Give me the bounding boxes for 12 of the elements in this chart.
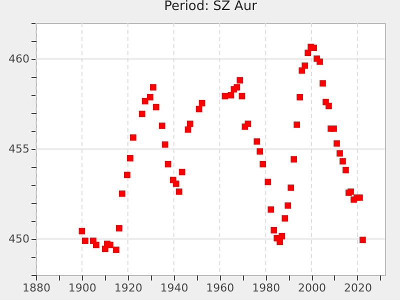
x-tick-label: 1920: [114, 282, 142, 294]
x-tick-label: 1960: [206, 282, 234, 294]
x-tick-label: 1880: [22, 282, 50, 294]
x-tick-label: 2000: [298, 282, 326, 294]
y-tick-label: 450: [8, 232, 30, 246]
y-tick-label: 455: [8, 142, 30, 156]
x-tick-label: 1980: [252, 282, 280, 294]
y-tick-label: 460: [8, 52, 30, 66]
x-tick-label: 2020: [344, 282, 372, 294]
x-tick-label: 1900: [68, 282, 96, 294]
x-tick-label: 1940: [160, 282, 188, 294]
chart-title: Period: SZ Aur: [164, 0, 258, 14]
